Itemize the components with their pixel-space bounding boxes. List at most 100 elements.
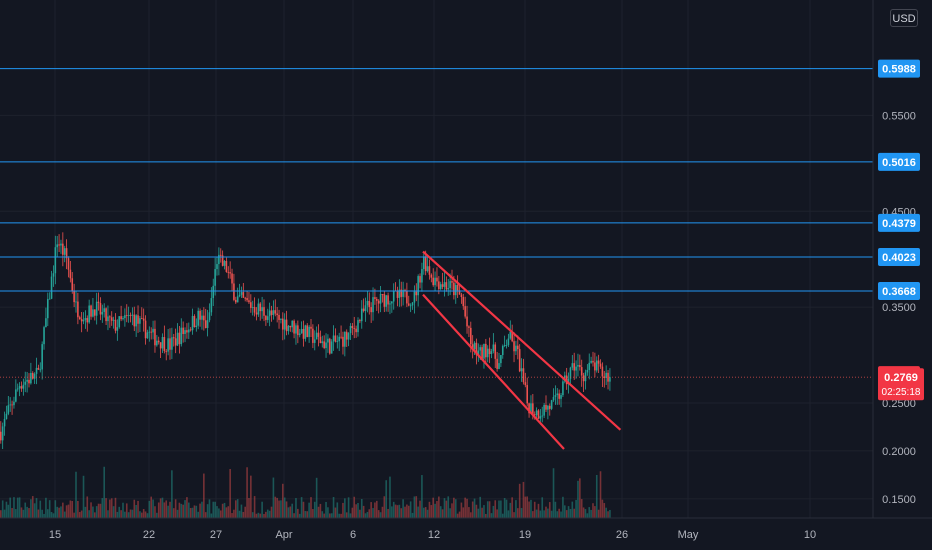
volume-bar [9,497,11,518]
volume-bar [434,503,436,518]
candle-body [406,291,408,304]
volume-bar [54,500,57,518]
y-tick-label: 0.3500 [882,302,916,314]
candle-body [300,328,303,334]
candle-body [524,382,527,386]
volume-bar [22,509,25,518]
volume-bar [432,497,434,518]
volume-bar [60,506,62,518]
volume-bar [259,513,262,518]
candle-body [537,410,540,419]
volume-bar [423,507,425,518]
candle-body [283,319,286,330]
volume-bar [594,506,596,518]
candle-body [116,327,119,331]
volume-bar [208,499,211,518]
candle-body [443,282,446,287]
volume-bar [28,508,30,518]
candle-body [441,284,444,287]
candle-body [372,297,374,313]
y-tick-label: 0.1500 [882,494,916,506]
candle-body [165,351,168,352]
volume-bar [391,506,393,518]
candle-body [423,256,425,270]
candle-body [7,405,10,414]
candle-body [332,335,335,342]
candle-body [327,338,329,343]
candle-body [221,255,224,266]
volume-bar [473,498,476,518]
candle-body [362,308,365,311]
volume-bar [436,501,438,518]
volume-bar [251,512,254,518]
volume-bar [75,471,77,518]
candle-body [381,294,384,295]
candle-body [387,295,389,305]
x-tick-label: 19 [519,529,531,541]
volume-bar [94,512,96,518]
volume-bar [483,505,485,518]
candle-body [33,373,36,379]
trendline [422,293,565,450]
candle-body [511,331,513,342]
volume-bar [178,502,181,518]
candle-body [592,360,594,363]
candle-body [411,302,414,306]
candle-body [345,331,348,340]
candle-body [41,344,43,370]
candle-body [114,319,117,331]
volume-bar [485,513,487,518]
grid [0,0,873,518]
volume-bar [92,506,94,518]
candle-body [312,328,314,343]
level-badge-bg [878,248,920,267]
candle-body [590,360,592,363]
volume-bar [470,512,472,518]
volume-bar [537,503,540,518]
candle-body [90,305,92,317]
volume-bar [577,480,579,518]
volume-bar [35,498,38,518]
candle-body [547,405,549,410]
candle-body [421,269,423,283]
volume-bar [120,510,122,518]
volume-bar [50,512,53,518]
volume-bar [377,510,380,518]
candle-body [434,277,436,286]
currency-label[interactable]: USD [890,9,918,27]
volume-bar [58,507,60,518]
volume-bar [383,496,386,518]
volume-bar [344,498,346,518]
volume-bar [364,513,367,518]
volume-bar [18,497,21,518]
volume-bar [560,511,562,518]
candle-body [238,294,241,297]
volume-bar [280,500,282,518]
candle-body [62,243,64,255]
candle-body [184,330,186,335]
candle-body [188,329,190,333]
volume-bar [376,500,378,518]
candle-body [186,330,188,333]
volume-bar [265,511,267,518]
candle-body [428,266,431,275]
candle-body [498,363,500,369]
candle-body [259,303,262,312]
volume-bar [7,504,10,518]
candle-body [532,403,534,415]
candle-body [174,338,177,346]
volume-bar [167,505,169,518]
volume-bar [238,510,241,518]
volume-bar [413,496,416,518]
volume-bar [460,502,463,518]
volume-bar [283,497,286,518]
y-tick-label: 0.2500 [882,398,916,410]
candle-body [432,277,434,286]
x-tick-label: 26 [616,529,628,541]
candle-body [295,325,297,334]
candle-body [197,310,199,326]
candle-body [204,320,207,328]
volume-bar [73,512,75,518]
candle-body [71,278,74,292]
